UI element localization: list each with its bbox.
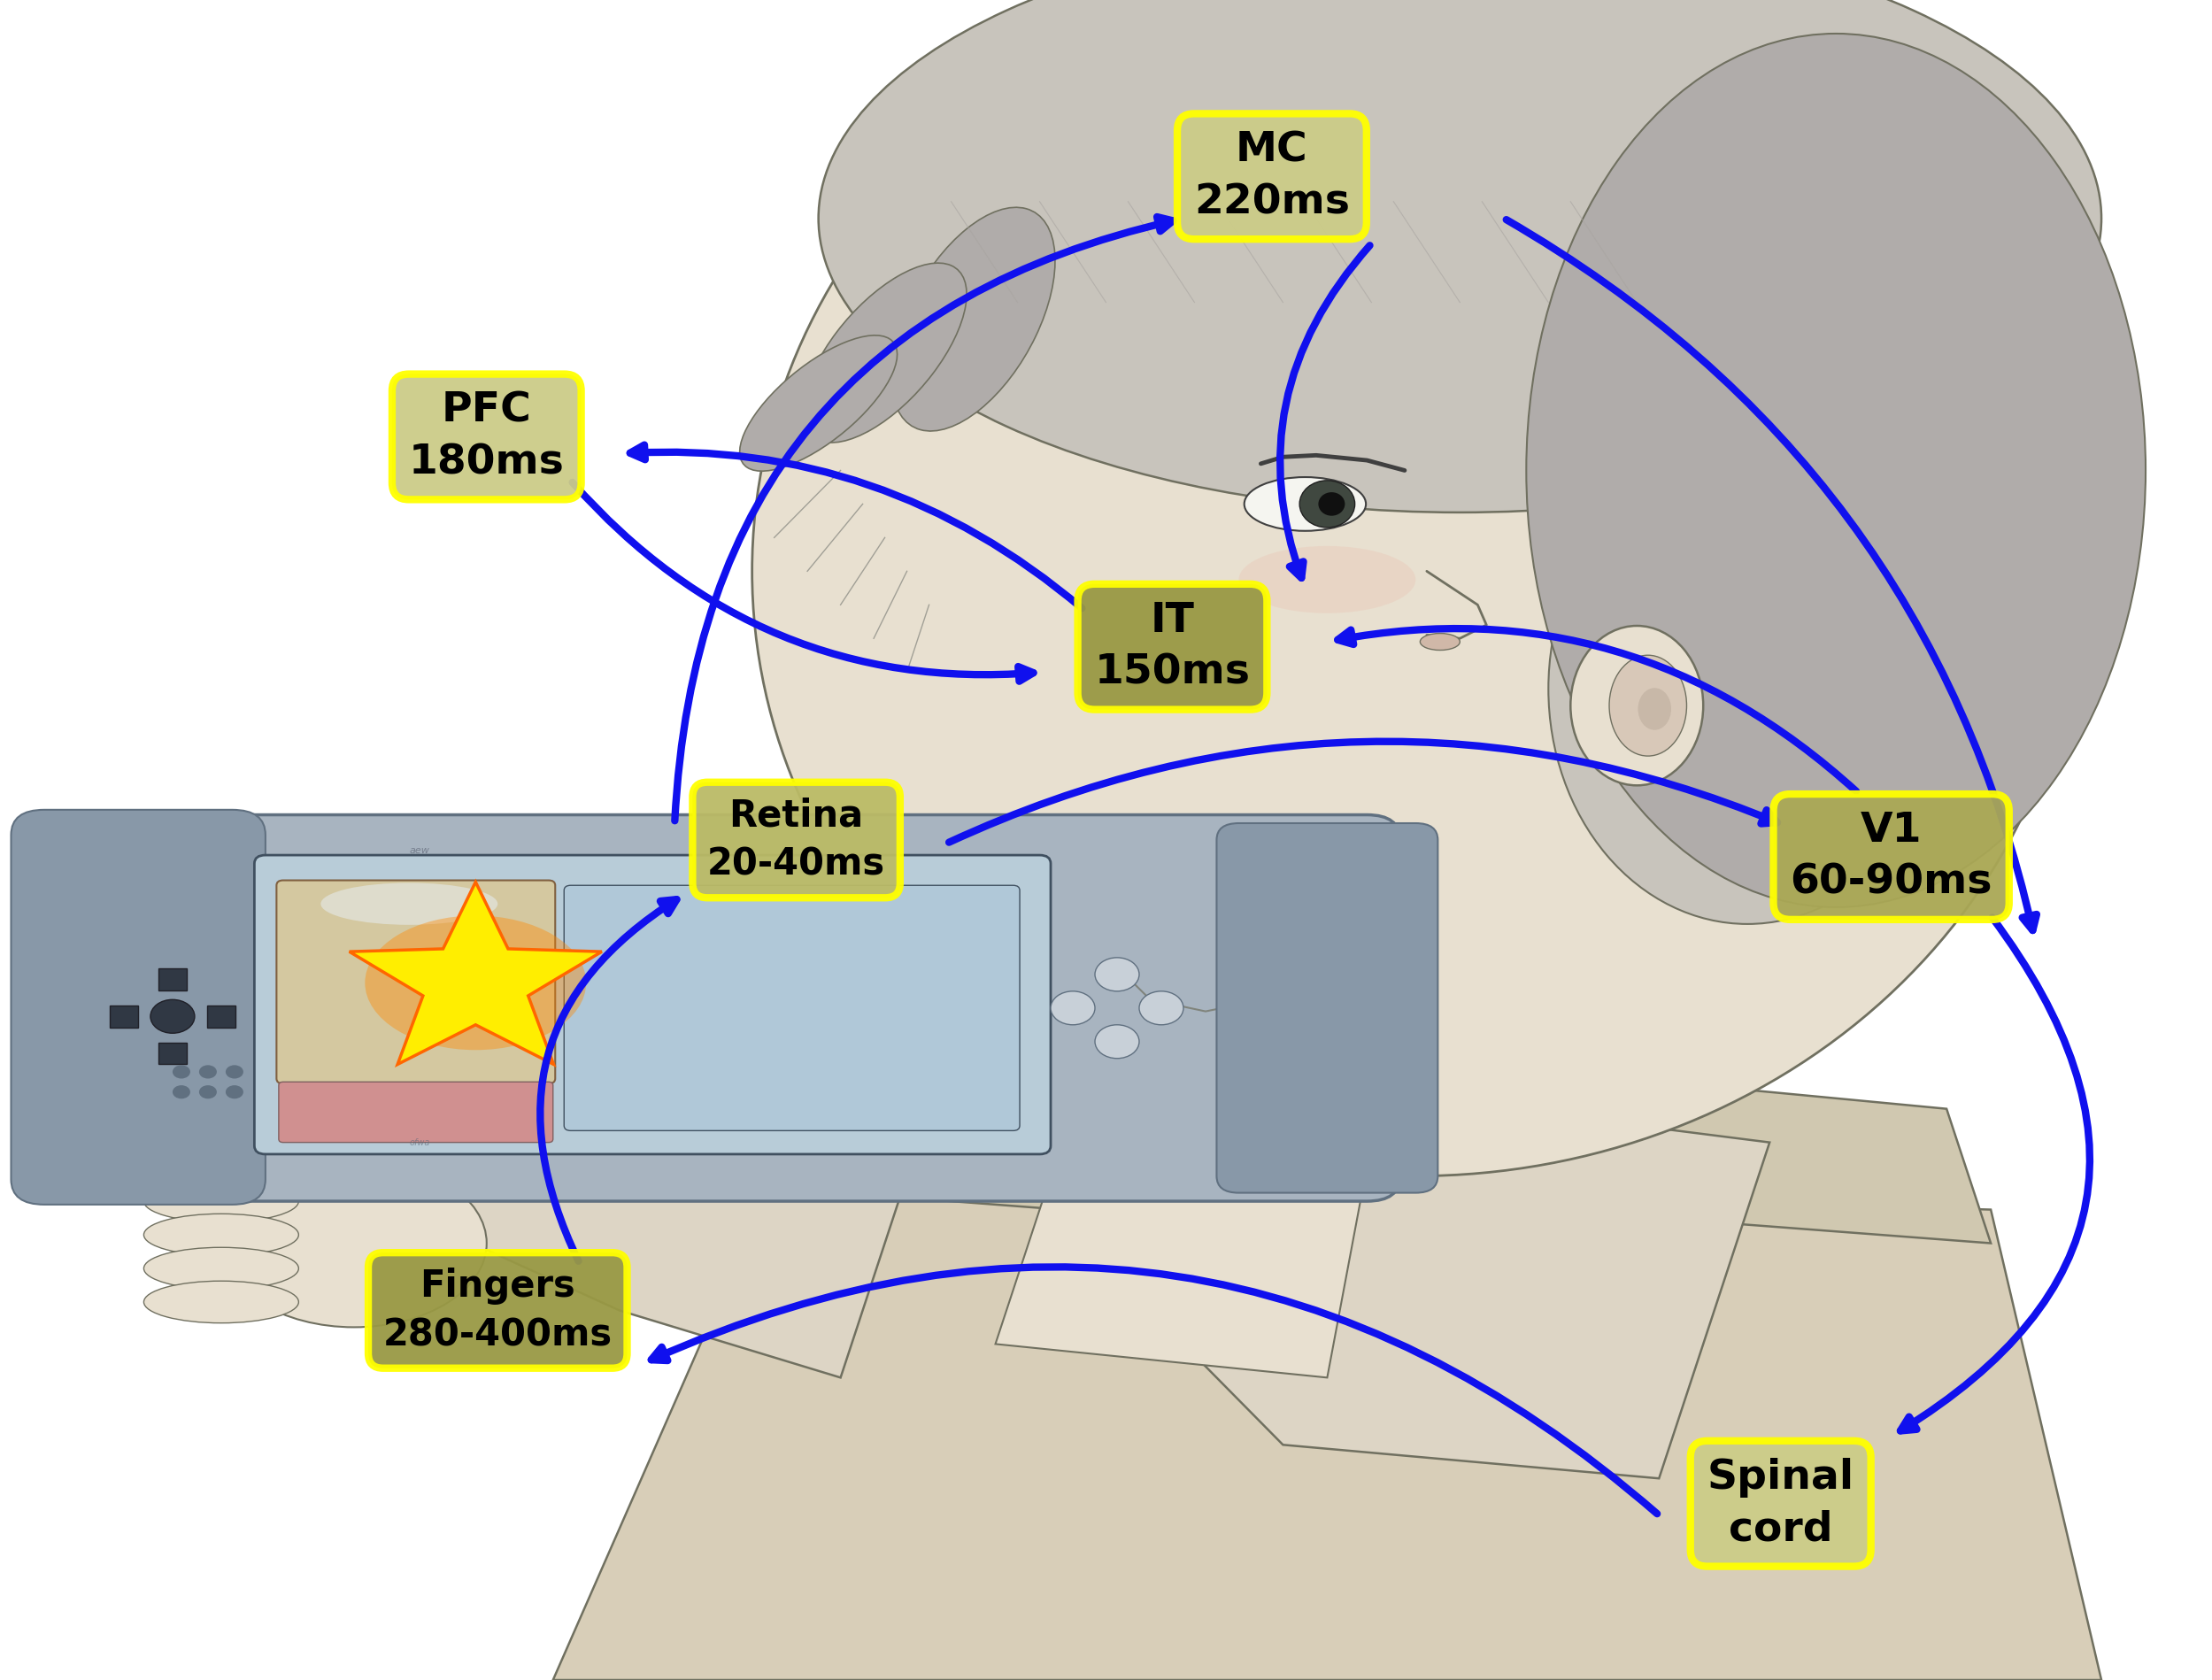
FancyBboxPatch shape (55, 815, 1400, 1201)
Ellipse shape (1571, 627, 1703, 786)
Ellipse shape (144, 1213, 299, 1257)
Polygon shape (349, 882, 602, 1065)
Ellipse shape (144, 1280, 299, 1324)
Bar (111, 1005, 137, 1026)
Text: MC
220ms: MC 220ms (1194, 131, 1349, 222)
Polygon shape (398, 1075, 929, 1378)
Text: Fingers
280-400ms: Fingers 280-400ms (383, 1267, 613, 1354)
FancyBboxPatch shape (276, 880, 555, 1084)
Text: PFC
180ms: PFC 180ms (409, 391, 564, 482)
Ellipse shape (1206, 1094, 1272, 1131)
Ellipse shape (221, 1159, 487, 1327)
Ellipse shape (891, 207, 1055, 432)
Ellipse shape (365, 916, 586, 1050)
Polygon shape (619, 1042, 1106, 1210)
Circle shape (199, 1065, 217, 1079)
FancyBboxPatch shape (11, 810, 265, 1205)
Bar (208, 1005, 237, 1026)
Polygon shape (553, 1176, 2101, 1680)
Circle shape (150, 1000, 195, 1033)
Text: Spinal
cord: Spinal cord (1708, 1458, 1854, 1549)
Circle shape (173, 1085, 190, 1099)
Text: V1
60-90ms: V1 60-90ms (1790, 811, 1993, 902)
Ellipse shape (1084, 1099, 1150, 1136)
Polygon shape (1150, 1109, 1770, 1478)
Ellipse shape (1239, 546, 1416, 613)
Ellipse shape (1420, 633, 1460, 650)
Polygon shape (995, 1142, 1371, 1378)
Circle shape (1095, 958, 1139, 991)
Polygon shape (1057, 1008, 1234, 1176)
Text: Retina
20-40ms: Retina 20-40ms (708, 796, 885, 884)
Ellipse shape (752, 0, 2079, 1176)
Ellipse shape (1318, 492, 1345, 516)
FancyBboxPatch shape (564, 885, 1020, 1131)
Polygon shape (1548, 1075, 1991, 1243)
Ellipse shape (1243, 477, 1367, 531)
Circle shape (1139, 991, 1183, 1025)
Ellipse shape (739, 336, 898, 470)
Circle shape (1051, 991, 1095, 1025)
Ellipse shape (803, 264, 967, 442)
Text: ofwa: ofwa (409, 1139, 429, 1147)
FancyBboxPatch shape (279, 1082, 553, 1142)
Circle shape (1095, 1025, 1139, 1058)
Text: IT
150ms: IT 150ms (1095, 601, 1250, 692)
Circle shape (226, 1085, 243, 1099)
Ellipse shape (1608, 655, 1688, 756)
Ellipse shape (1150, 1090, 1217, 1127)
Ellipse shape (1637, 689, 1672, 731)
Circle shape (199, 1085, 217, 1099)
Ellipse shape (1301, 480, 1354, 528)
Bar (159, 968, 186, 991)
Ellipse shape (1526, 34, 2146, 907)
Circle shape (226, 1065, 243, 1079)
Ellipse shape (144, 1179, 299, 1223)
Ellipse shape (1261, 1104, 1327, 1141)
Circle shape (173, 1065, 190, 1079)
Text: aew: aew (409, 847, 429, 855)
FancyBboxPatch shape (254, 855, 1051, 1154)
Ellipse shape (321, 884, 498, 924)
Ellipse shape (144, 1247, 299, 1290)
Ellipse shape (1548, 454, 1947, 924)
Polygon shape (77, 823, 1382, 1184)
FancyBboxPatch shape (1217, 823, 1438, 1193)
Ellipse shape (818, 0, 2101, 512)
Bar (159, 1042, 186, 1065)
